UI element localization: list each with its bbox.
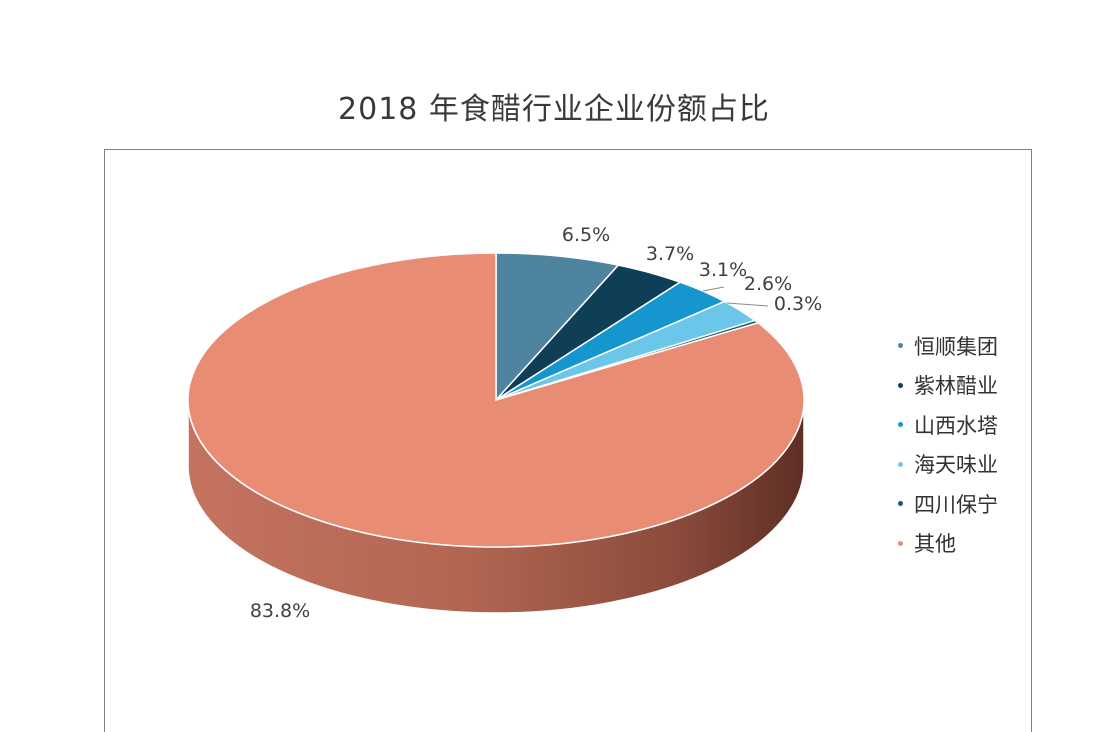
slice-label-2: 3.7% <box>646 243 694 265</box>
legend-marker-1 <box>898 343 903 349</box>
legend-marker-6 <box>898 540 903 546</box>
pie-slices <box>187 252 805 548</box>
pie-slice-1 <box>495 252 620 402</box>
slice-label-4: 2.6% <box>744 273 792 295</box>
legend-item-5: 四川保宁 <box>898 484 1038 524</box>
pie-labels: 6.5% 3.7%3.1%2.6%0.3% 83.8% <box>250 224 822 622</box>
slice-label-1: 6.5% <box>562 224 610 246</box>
legend-label-6: 其他 <box>914 532 956 557</box>
legend-label-1: 恒顺集团 <box>914 334 998 359</box>
legend-item-6: 其他 <box>898 524 1038 564</box>
slice-label-3: 3.1% <box>699 259 747 281</box>
chart-title: 2018 年食醋行业企业份额占比 <box>338 92 770 127</box>
legend-item-4: 海天味业 <box>898 445 1038 485</box>
legend-label-2: 紫林醋业 <box>914 374 998 399</box>
legend-item-2: 紫林醋业 <box>898 366 1038 406</box>
pie-slice-6 <box>187 252 805 548</box>
legend-item-3: 山西水塔 <box>898 405 1038 445</box>
slice-label-6: 83.8% <box>250 600 310 622</box>
plot-frame <box>104 149 1032 732</box>
legend-item-1: 恒顺集团 <box>898 326 1038 366</box>
slice-label-5: 0.3% <box>774 293 822 315</box>
leader-line-4 <box>702 286 725 292</box>
legend-marker-2 <box>898 382 903 388</box>
legend-marker-4 <box>898 461 903 467</box>
legend-label-3: 山西水塔 <box>914 413 998 438</box>
legend-marker-3 <box>898 422 903 428</box>
leader-line-5 <box>726 302 769 307</box>
legend-label-5: 四川保宁 <box>914 492 998 517</box>
legend-label-4: 海天味业 <box>914 453 998 478</box>
legend: 恒顺集团紫林醋业山西水塔海天味业四川保宁其他 <box>898 326 1038 563</box>
legend-marker-5 <box>898 501 903 507</box>
